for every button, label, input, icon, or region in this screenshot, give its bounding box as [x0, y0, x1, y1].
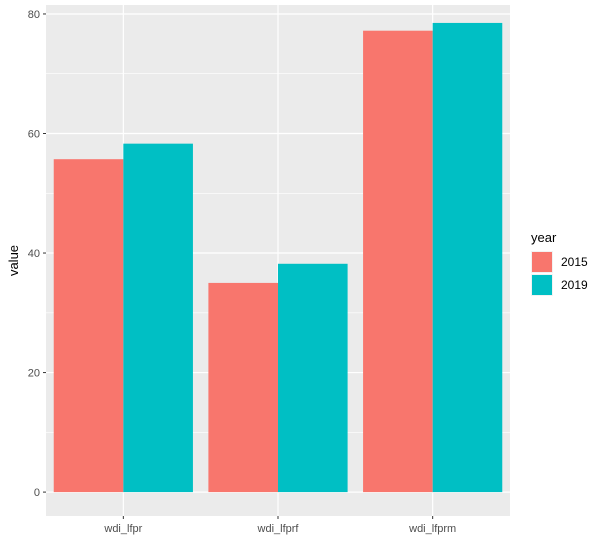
y-axis: 0 20 40 60 80 [28, 9, 46, 499]
y-tick-label: 60 [28, 128, 40, 140]
bar-wdi_lfpr-2019 [123, 143, 193, 493]
bar-wdi_lfprf-2015 [208, 282, 278, 493]
y-tick-label: 0 [34, 487, 40, 499]
y-tick-label: 20 [28, 368, 40, 380]
legend: year 2015 2019 [531, 230, 588, 296]
legend-label-2015: 2015 [561, 255, 588, 269]
legend-key-2015 [532, 252, 552, 272]
y-axis-title: value [6, 245, 21, 276]
bar-wdi_lfprf-2019 [278, 263, 348, 493]
bar-wdi_lfpr-2015 [53, 159, 124, 493]
x-tick-label: wdi_lfprm [408, 523, 456, 535]
y-tick-label: 40 [28, 248, 40, 260]
legend-key-2019 [532, 275, 552, 295]
y-tick-label: 80 [28, 9, 40, 21]
x-tick-label: wdi_lfprf [257, 523, 300, 535]
x-axis: wdi_lfpr wdi_lfprf wdi_lfprm [103, 516, 456, 535]
bars [53, 22, 503, 493]
bar-wdi_lfprm-2015 [363, 30, 433, 493]
x-tick-label: wdi_lfpr [103, 523, 142, 535]
legend-label-2019: 2019 [561, 278, 588, 292]
legend-title: year [531, 230, 557, 245]
bar-wdi_lfprm-2019 [432, 22, 503, 493]
